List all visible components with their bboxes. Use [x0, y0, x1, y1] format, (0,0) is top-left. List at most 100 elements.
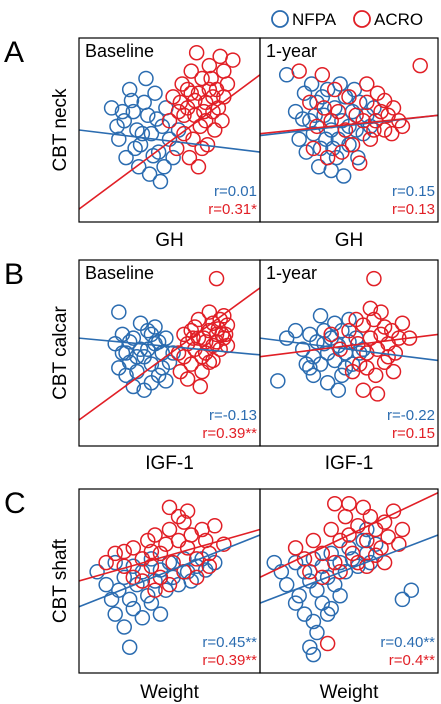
point-acro-26 — [355, 382, 371, 398]
plot-area — [260, 57, 438, 184]
x-axis-label: GH — [155, 230, 184, 251]
panels: A CBT neck Baseline r=0.01r=0.31* GH 1-year r=… — [4, 36, 439, 703]
point-nfpa-10 — [143, 356, 160, 372]
point-acro-9 — [355, 113, 371, 129]
subplot-c-2: r=0.40**r=0.4** Weight — [259, 488, 439, 703]
point-acro-20 — [305, 140, 322, 157]
point-acro-13 — [176, 514, 192, 530]
point-nfpa-1 — [98, 576, 114, 593]
point-nfpa-30 — [403, 582, 420, 598]
point-nfpa-8 — [309, 582, 325, 598]
point-acro-0 — [98, 554, 114, 571]
point-acro-1 — [302, 94, 318, 111]
point-acro-3 — [316, 100, 332, 116]
point-acro-13 — [387, 345, 404, 361]
point-nfpa-29 — [114, 345, 131, 361]
point-nfpa-7 — [132, 341, 149, 358]
r-label-acro: r=0.39** — [202, 425, 257, 442]
point-nfpa-20 — [132, 315, 149, 331]
point-acro-23 — [170, 508, 187, 525]
point-nfpa-18 — [152, 173, 169, 190]
point-acro-24 — [380, 348, 396, 365]
point-acro-25 — [219, 76, 236, 92]
point-nfpa-23 — [109, 118, 125, 135]
fit-line-acro — [79, 528, 260, 582]
x-axis-label: Weight — [320, 682, 380, 703]
point-nfpa-21 — [138, 70, 154, 87]
point-nfpa-5 — [296, 564, 313, 580]
y-axis-label: CBT shaft — [50, 538, 71, 623]
point-acro-21 — [319, 149, 336, 166]
point-nfpa-25 — [335, 168, 352, 184]
subplot-title: Baseline — [85, 263, 154, 283]
point-acro-28 — [344, 363, 361, 380]
subplot-title: 1-year — [266, 263, 317, 283]
point-nfpa-29 — [121, 639, 138, 655]
point-acro-0 — [291, 63, 307, 79]
point-acro-25 — [359, 558, 375, 575]
point-nfpa-2 — [107, 554, 123, 571]
point-nfpa-8 — [134, 564, 151, 580]
point-acro-22 — [341, 495, 357, 512]
point-nfpa-24 — [127, 140, 143, 157]
point-nfpa-14 — [158, 330, 174, 346]
point-acro-27 — [205, 315, 221, 331]
point-acro-17 — [380, 529, 396, 545]
point-nfpa-5 — [125, 330, 142, 346]
point-acro-15 — [183, 527, 199, 543]
point-acro-31 — [214, 113, 230, 129]
point-nfpa-0 — [103, 100, 120, 116]
point-acro-13 — [362, 508, 379, 525]
fit-line-nfpa — [79, 337, 260, 356]
point-nfpa-1 — [273, 564, 290, 580]
point-nfpa-37 — [325, 140, 341, 157]
panel-a: A CBT neck Baseline r=0.01r=0.31* GH 1-year r=… — [4, 36, 439, 251]
point-acro-27 — [168, 140, 185, 157]
point-acro-30 — [161, 576, 178, 593]
point-acro-18 — [190, 311, 207, 328]
point-acro-7 — [341, 89, 357, 105]
point-acro-28 — [188, 569, 205, 586]
point-nfpa-28 — [152, 606, 169, 622]
point-acro-6 — [362, 330, 379, 346]
legend: NFPA ACRO — [271, 10, 423, 29]
point-nfpa-24 — [116, 619, 132, 635]
point-acro-1 — [176, 326, 192, 343]
point-acro-31 — [201, 558, 218, 575]
point-nfpa-34 — [319, 606, 336, 622]
point-acro-29 — [125, 569, 142, 586]
point-nfpa-14 — [337, 564, 354, 580]
point-nfpa-32 — [303, 76, 320, 92]
point-nfpa-17 — [141, 166, 158, 182]
fit-line-nfpa — [260, 534, 438, 604]
point-acro-15 — [176, 125, 192, 142]
point-nfpa-4 — [125, 103, 142, 120]
point-nfpa-15 — [118, 149, 134, 166]
point-acro-22 — [172, 363, 189, 380]
point-acro-27 — [147, 582, 163, 598]
point-acro-19 — [391, 536, 407, 552]
point-acro-22 — [161, 499, 178, 516]
point-acro-16 — [185, 131, 201, 147]
point-acro-15 — [194, 363, 210, 380]
point-acro-26 — [225, 52, 241, 68]
point-acro-11 — [355, 499, 371, 516]
x-axis-label: IGF-1 — [325, 453, 374, 474]
point-acro-38 — [201, 81, 218, 98]
point-acro-27 — [369, 386, 386, 402]
point-acro-34 — [205, 89, 221, 105]
point-acro-35 — [214, 326, 230, 343]
r-label-nfpa: r=0.01 — [214, 183, 257, 200]
fit-line-acro — [260, 333, 438, 358]
point-acro-37 — [187, 92, 203, 109]
point-acro-34 — [192, 378, 209, 395]
point-nfpa-30 — [330, 382, 347, 398]
fit-line-acro — [79, 74, 260, 210]
point-nfpa-2 — [291, 131, 307, 147]
point-acro-17 — [216, 308, 232, 324]
point-nfpa-25 — [156, 159, 172, 175]
point-nfpa-8 — [140, 107, 156, 124]
plot-area — [260, 270, 438, 402]
point-acro-17 — [367, 367, 384, 384]
point-acro-25 — [359, 76, 375, 92]
